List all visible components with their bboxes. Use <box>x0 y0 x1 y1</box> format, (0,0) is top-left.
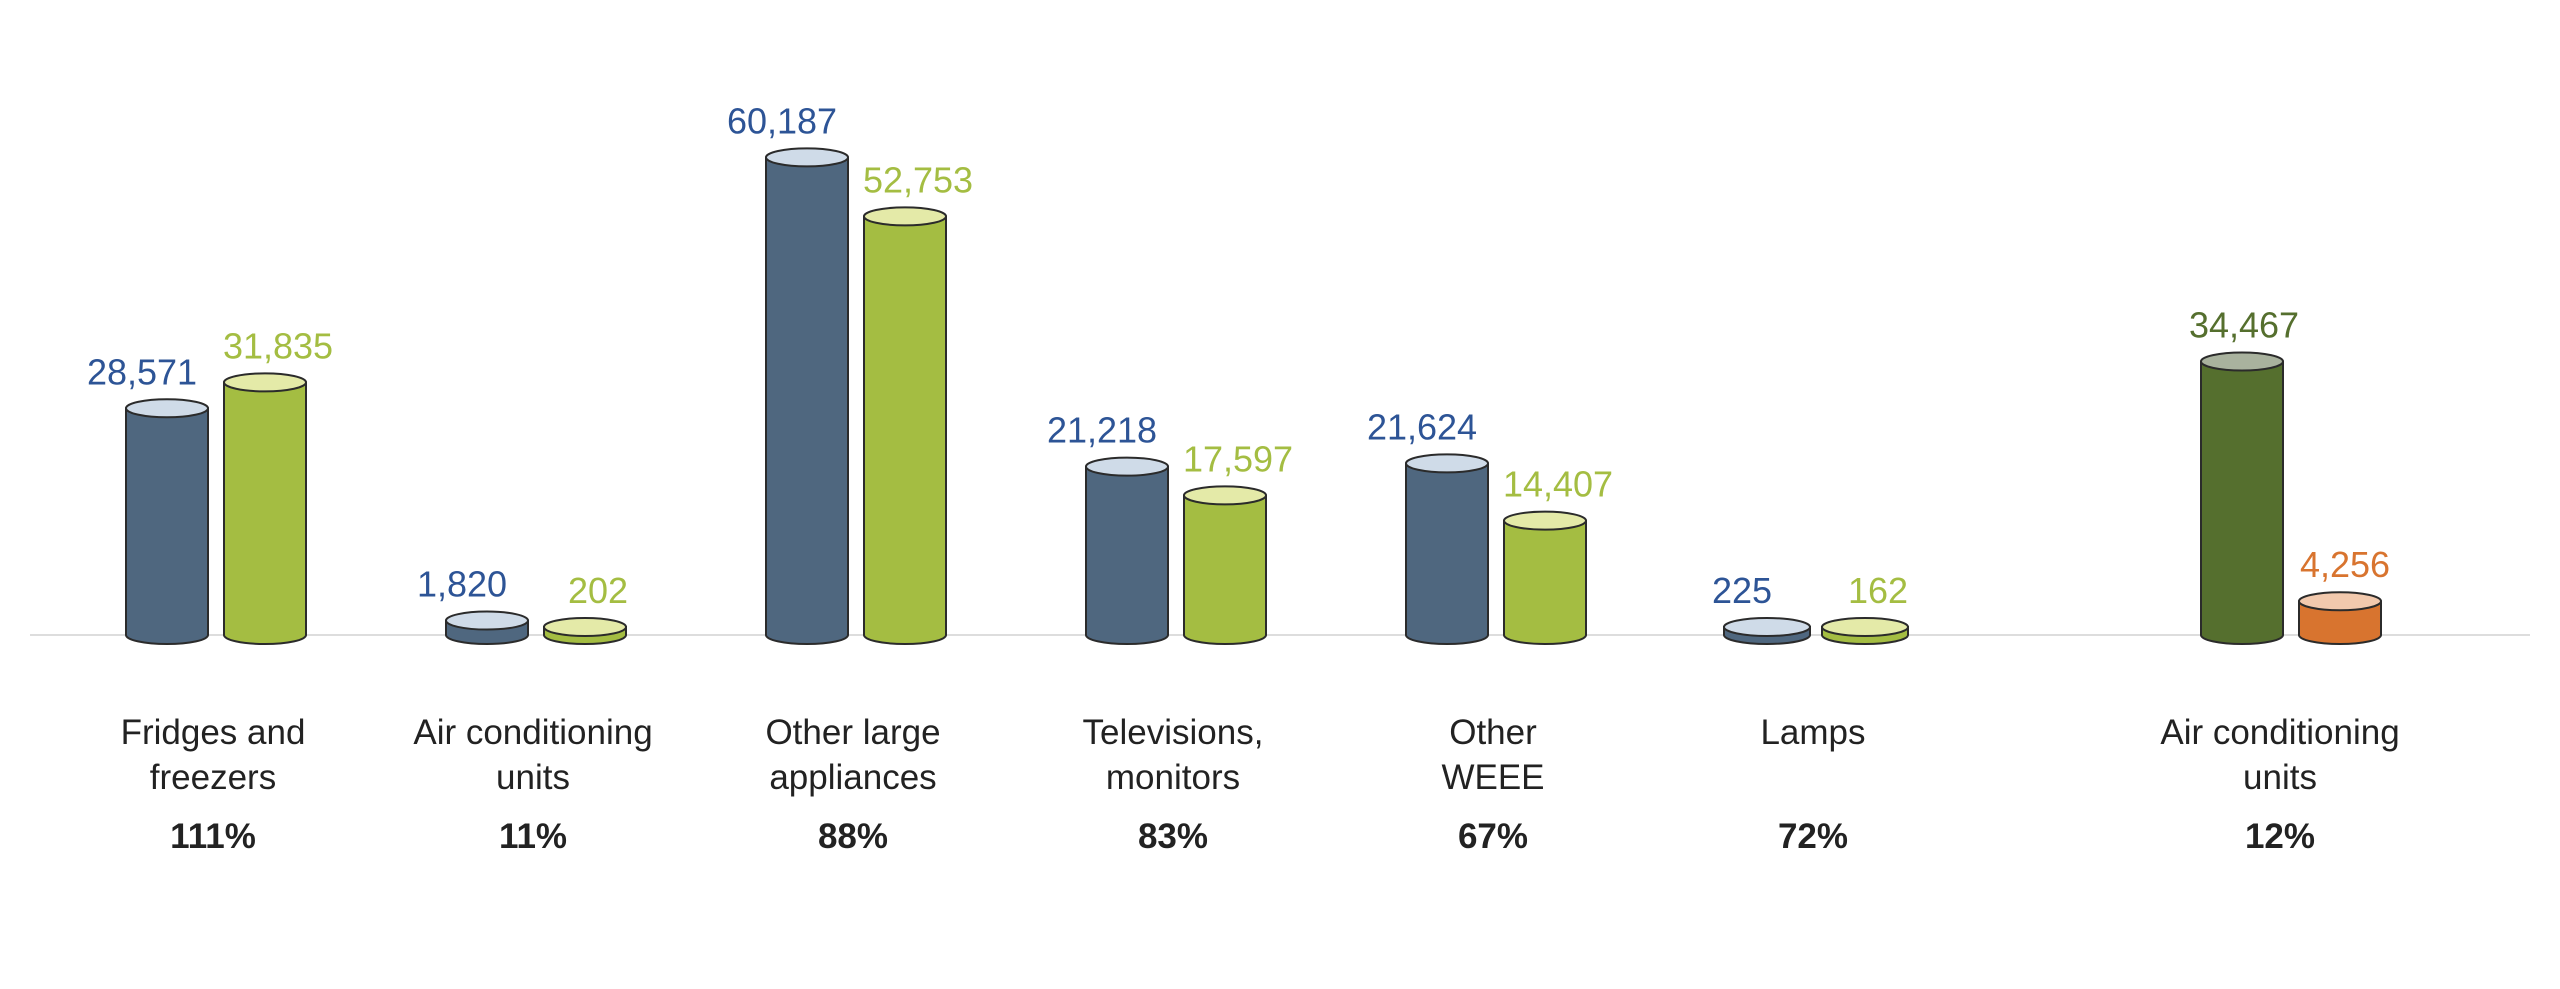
bar-top <box>2200 351 2284 372</box>
value-label: 17,597 <box>1183 438 1293 479</box>
bars-layer <box>125 147 2382 645</box>
category-label: Lamps <box>1760 713 1865 752</box>
category-label: freezers <box>150 758 276 797</box>
bar-top <box>1821 617 1909 637</box>
bar-body <box>1405 462 1489 645</box>
bar-top <box>543 617 627 637</box>
percent-label: 83% <box>1138 817 1208 856</box>
value-label: 225 <box>1712 570 1772 611</box>
bar-body <box>765 156 849 645</box>
bar-cylinder <box>863 206 947 645</box>
bar-top <box>1723 617 1811 637</box>
bar-cylinder <box>543 617 627 645</box>
bar-top <box>2298 591 2382 612</box>
bar-top <box>863 206 947 227</box>
bar-cylinder <box>1183 485 1267 645</box>
bar-body <box>2200 360 2284 645</box>
bar-body <box>223 381 307 645</box>
category-label: Televisions, <box>1083 713 1264 752</box>
bar-cylinder <box>765 147 849 645</box>
bar-body <box>1085 465 1169 645</box>
bar-cylinder <box>445 610 529 645</box>
value-label: 21,218 <box>1047 410 1157 451</box>
value-label: 202 <box>568 570 628 611</box>
bar-body <box>1503 519 1587 645</box>
value-label: 31,835 <box>223 325 333 366</box>
bar-top <box>125 398 209 419</box>
bar-top <box>1183 485 1267 506</box>
value-label: 162 <box>1848 570 1908 611</box>
bar-cylinder <box>1723 617 1811 645</box>
percent-label: 12% <box>2245 817 2315 856</box>
bar-cylinder <box>223 372 307 645</box>
value-label: 21,624 <box>1367 406 1477 447</box>
bar-cylinder <box>2298 591 2382 645</box>
bar-body <box>125 407 209 645</box>
bar-top <box>445 610 529 631</box>
percent-label: 11% <box>499 817 567 856</box>
bar-top <box>1503 510 1587 531</box>
bar-cylinder <box>1503 510 1587 645</box>
value-label: 1,820 <box>417 564 507 605</box>
value-label: 34,467 <box>2189 304 2299 345</box>
bar-top <box>765 147 849 168</box>
value-label: 60,187 <box>727 100 837 141</box>
value-label: 14,407 <box>1503 464 1613 505</box>
bar-cylinder <box>1821 617 1909 645</box>
category-label: Other large <box>765 713 940 752</box>
bar-top <box>223 372 307 393</box>
bar-body <box>2298 600 2382 645</box>
percent-label: 111% <box>170 817 256 856</box>
percent-label: 72% <box>1778 817 1848 856</box>
bar-body <box>1183 494 1267 645</box>
category-label: monitors <box>1106 758 1240 797</box>
bar-cylinder <box>2200 351 2284 645</box>
percent-label: 88% <box>818 817 888 856</box>
category-label: Fridges and <box>121 713 306 752</box>
bar-cylinder <box>1085 456 1169 645</box>
category-label: units <box>2243 758 2317 797</box>
bar-top <box>1085 456 1169 477</box>
bar-top <box>1405 453 1489 474</box>
bar-body <box>863 215 947 645</box>
bar-cylinder <box>1405 453 1489 645</box>
value-label: 52,753 <box>863 159 973 200</box>
category-label: WEEE <box>1441 758 1544 797</box>
category-label: Air conditioning <box>2160 713 2399 752</box>
labels-layer: 28,571 31,835 Fridges and freezers 111% 1,820… <box>87 100 2400 856</box>
bar-cylinder <box>125 398 209 645</box>
category-label: Other <box>1449 713 1537 752</box>
percent-label: 67% <box>1458 817 1528 856</box>
value-label: 28,571 <box>87 351 197 392</box>
value-label: 4,256 <box>2300 544 2390 585</box>
category-label: appliances <box>769 758 936 797</box>
category-label: Air conditioning <box>413 713 652 752</box>
category-label: units <box>496 758 570 797</box>
